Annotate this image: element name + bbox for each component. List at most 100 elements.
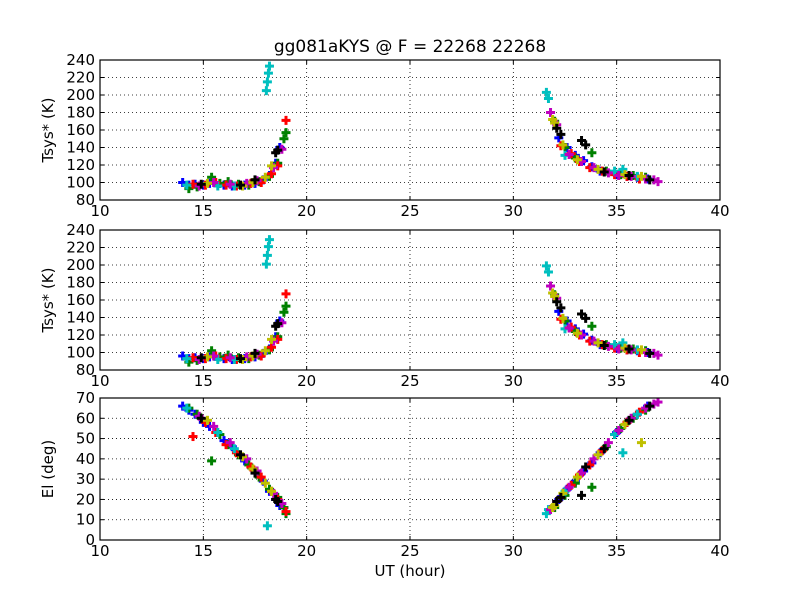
- data-point: [279, 134, 289, 144]
- data-point: [552, 297, 562, 307]
- data-point: [281, 115, 291, 125]
- data-point: [572, 328, 582, 338]
- data-point: [279, 307, 289, 317]
- data-point: [225, 438, 235, 448]
- data-point: [645, 348, 655, 358]
- y-tick-label: 40: [76, 450, 95, 468]
- data-point: [267, 342, 277, 352]
- data-point: [213, 427, 223, 437]
- data-point: [260, 478, 270, 488]
- data-point: [587, 148, 597, 158]
- data-point: [262, 521, 272, 531]
- data-point: [543, 267, 553, 277]
- data-point: [593, 338, 603, 348]
- data-point: [225, 179, 235, 189]
- data-point: [618, 164, 628, 174]
- series-7: [196, 401, 655, 506]
- data-point: [558, 140, 568, 150]
- x-tick-label: 35: [607, 542, 626, 560]
- data-point: [550, 118, 560, 128]
- x-tick-label: 15: [194, 202, 213, 220]
- data-point: [572, 155, 582, 165]
- x-tick-label: 30: [504, 372, 523, 390]
- data-point: [264, 235, 274, 245]
- data-point: [543, 94, 553, 103]
- y-tick-label: 70: [76, 389, 95, 407]
- data-point: [281, 507, 291, 517]
- panel-1: 10 15 20 25 30 35 40 80100120140160180200220240…: [39, 51, 730, 220]
- data-point: [587, 482, 597, 492]
- data-point: [603, 438, 613, 448]
- y-tick-label: 100: [66, 174, 95, 192]
- y-tick-label: 120: [66, 156, 95, 174]
- y-tick-label: 140: [66, 139, 95, 157]
- x-tick-label: 40: [710, 372, 729, 390]
- data-point: [599, 444, 609, 454]
- data-point: [236, 180, 246, 190]
- data-point: [262, 250, 272, 260]
- data-point: [624, 415, 634, 425]
- data-point: [541, 87, 551, 97]
- data-point: [273, 145, 283, 155]
- data-point: [260, 346, 270, 356]
- x-tick-label: 35: [607, 372, 626, 390]
- x-tick-label: 20: [297, 202, 316, 220]
- series-7: [196, 123, 655, 190]
- data-point: [556, 129, 566, 139]
- data-point: [256, 472, 266, 482]
- data-point: [552, 123, 562, 133]
- data-point: [261, 259, 271, 269]
- data-point: [182, 180, 192, 190]
- data-point: [250, 348, 260, 358]
- data-point: [273, 319, 283, 329]
- data-point: [564, 323, 574, 333]
- data-point: [236, 450, 246, 460]
- x-tick-label: 10: [90, 542, 109, 560]
- x-tick-label: 20: [297, 372, 316, 390]
- data-point: [593, 450, 603, 460]
- y-tick-label: 180: [66, 104, 95, 122]
- y-tick-label: 240: [66, 51, 95, 69]
- data-point: [653, 397, 663, 407]
- data-point: [618, 448, 628, 458]
- data-point: [636, 345, 646, 355]
- x-tick-label: 30: [504, 542, 523, 560]
- y-tick-label: 10: [76, 511, 95, 529]
- x-tick-label: 35: [607, 202, 626, 220]
- data-point: [267, 169, 277, 179]
- data-point: [645, 175, 655, 185]
- data-point: [556, 492, 566, 502]
- data-point: [196, 179, 206, 189]
- data-point: [541, 261, 551, 271]
- data-point: [260, 172, 270, 182]
- y-axis-label: Tsys* (K): [39, 268, 57, 334]
- data-point: [250, 468, 260, 478]
- data-point: [581, 462, 591, 472]
- y-tick-label: 60: [76, 409, 95, 427]
- data-point: [209, 421, 219, 431]
- y-tick-label: 180: [66, 274, 95, 292]
- y-tick-label: 80: [76, 191, 95, 209]
- data-point: [267, 334, 277, 344]
- data-point: [632, 409, 642, 419]
- data-point: [564, 482, 574, 492]
- x-axis-label: UT (hour): [375, 562, 446, 580]
- data-point: [196, 413, 206, 423]
- y-tick-label: 30: [76, 470, 95, 488]
- data-point: [273, 496, 283, 506]
- data-point: [267, 161, 277, 171]
- data-point: [636, 438, 646, 448]
- x-tick-label: 30: [504, 202, 523, 220]
- data-point: [267, 486, 277, 496]
- plot-frame: [99, 59, 721, 201]
- data-point: [196, 353, 206, 363]
- data-point: [556, 303, 566, 313]
- data-point: [546, 108, 556, 117]
- data-point: [599, 167, 609, 177]
- panel-2: 10 15 20 25 30 35 40 80100120140160180200220240…: [39, 221, 730, 390]
- y-tick-label: 220: [66, 239, 95, 257]
- data-point: [229, 444, 239, 454]
- data-point: [225, 353, 235, 363]
